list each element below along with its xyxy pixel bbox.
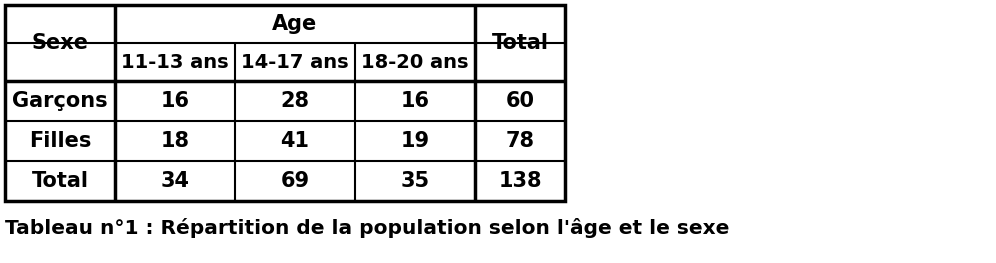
- Bar: [5, 5, 565, 201]
- Text: 28: 28: [281, 91, 310, 111]
- Text: Total: Total: [32, 171, 89, 191]
- Text: 138: 138: [498, 171, 542, 191]
- Text: Filles: Filles: [29, 131, 92, 151]
- Text: 18: 18: [160, 131, 189, 151]
- Text: Total: Total: [491, 33, 549, 53]
- Text: 11-13 ans: 11-13 ans: [122, 53, 229, 72]
- Text: 14-17 ans: 14-17 ans: [241, 53, 349, 72]
- Text: Sexe: Sexe: [32, 33, 89, 53]
- Text: 16: 16: [400, 91, 429, 111]
- Text: 16: 16: [160, 91, 189, 111]
- Text: 19: 19: [400, 131, 429, 151]
- Text: Age: Age: [272, 14, 318, 34]
- Text: 18-20 ans: 18-20 ans: [362, 53, 469, 72]
- Text: 60: 60: [506, 91, 535, 111]
- Text: Tableau n°1 : Répartition de la population selon l'âge et le sexe: Tableau n°1 : Répartition de la populati…: [5, 218, 729, 238]
- Text: 34: 34: [160, 171, 189, 191]
- Text: 78: 78: [506, 131, 535, 151]
- Text: 35: 35: [400, 171, 429, 191]
- Text: 41: 41: [281, 131, 310, 151]
- Text: Garçons: Garçons: [12, 91, 108, 111]
- Text: 69: 69: [281, 171, 310, 191]
